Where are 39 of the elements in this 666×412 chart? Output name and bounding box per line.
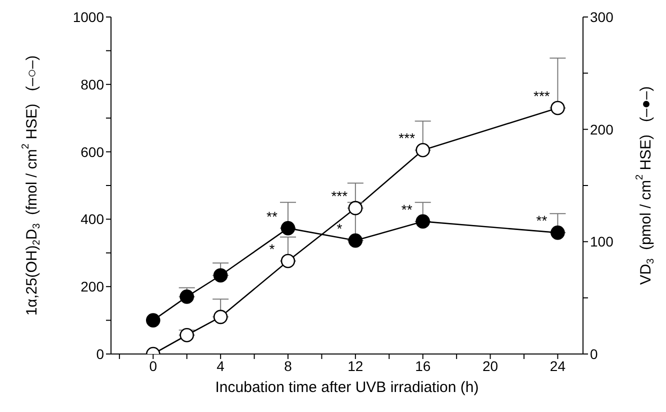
y-tick-label: 800 <box>80 76 104 92</box>
x-tick-label: 0 <box>149 358 158 374</box>
x-tick-label: 20 <box>482 358 498 374</box>
annotation: * <box>269 240 276 257</box>
point <box>146 313 160 328</box>
annotation: ** <box>536 212 548 229</box>
x-tick-label: 8 <box>284 358 292 374</box>
y-tick-label: 600 <box>80 144 104 160</box>
point <box>180 290 194 304</box>
point <box>213 268 228 283</box>
x-tick-label: 16 <box>415 358 431 374</box>
annotation: *** <box>398 130 416 146</box>
annotation: *** <box>534 88 550 104</box>
y2-tick-label: 300 <box>590 8 614 25</box>
point <box>416 142 430 158</box>
point <box>348 233 363 248</box>
y2-tick-label: 100 <box>590 234 614 250</box>
y-tick-label: 200 <box>80 278 104 295</box>
point <box>550 226 565 240</box>
point <box>280 254 296 268</box>
point <box>416 214 430 229</box>
annotation: ** <box>266 208 278 224</box>
y2-tick-label: 0 <box>590 346 598 362</box>
y-tick-label: 1000 <box>72 8 104 25</box>
x-tick-label: 4 <box>216 358 225 374</box>
point <box>280 221 296 236</box>
annotation: * <box>336 220 343 236</box>
point <box>213 310 228 324</box>
y-tick-label: 400 <box>80 211 104 228</box>
point <box>348 200 363 216</box>
y2-tick-label: 200 <box>590 121 614 138</box>
annotation: *** <box>331 188 348 204</box>
point <box>550 100 565 116</box>
x-tick-label: 24 <box>550 358 566 374</box>
annotation: ** <box>401 202 413 218</box>
x-tick-label: 12 <box>348 358 364 374</box>
y-tick-label: 0 <box>96 346 104 362</box>
point <box>180 328 194 342</box>
x-axis-title: Incubation time after UVB irradiation (h) <box>215 378 479 396</box>
